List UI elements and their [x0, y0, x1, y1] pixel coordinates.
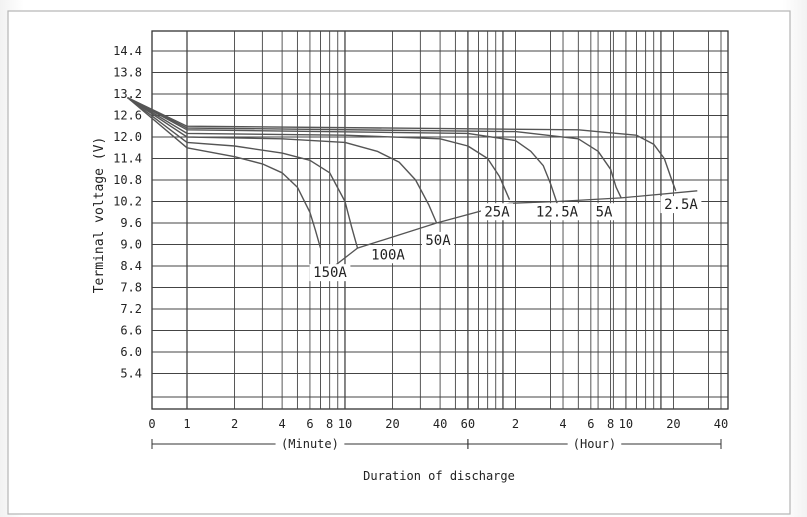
- x-tick-labels: 0 1 2 4 6 8 10 20 40 60 2 4 6 8 10 20 40: [148, 417, 728, 431]
- y-tick-label: 11.4: [113, 152, 142, 166]
- grid: [151, 30, 729, 410]
- y-tick-label: 13.2: [113, 87, 142, 101]
- y-tick-label: 6.6: [120, 324, 142, 338]
- y-tick-label: 7.8: [120, 281, 142, 295]
- x-tick-label: 1: [183, 417, 190, 431]
- x-tick-label: 40: [433, 417, 447, 431]
- annotation-bg: [480, 203, 514, 221]
- annotation-bg: [592, 203, 616, 221]
- annotation-bg: [309, 264, 351, 282]
- series-label: 50A: [425, 233, 451, 249]
- x-tick-label: 60: [461, 417, 475, 431]
- x-tick-label: 10: [619, 417, 633, 431]
- series-line: [127, 96, 677, 192]
- annotation-bg: [532, 203, 582, 221]
- series-line: [127, 97, 359, 249]
- x-tick-label: 0: [148, 417, 155, 431]
- series-line: [127, 96, 558, 204]
- x-tick-label: 6: [587, 417, 594, 431]
- series-line: [127, 96, 622, 199]
- series-line: [127, 97, 322, 249]
- y-tick-label: 12.6: [113, 109, 142, 123]
- series-label: 100A: [371, 247, 405, 263]
- x-tick-label: 4: [559, 417, 566, 431]
- y-tick-labels: 14.4 13.8 13.2 12.6 12.0 11.4 10.8 10.2 9.6 9.0 8.…: [113, 44, 142, 381]
- x-tick-label: 8: [607, 417, 614, 431]
- x-tick-label: 20: [666, 417, 680, 431]
- series-label: 25A: [484, 204, 510, 220]
- bracket-label: (Minute): [281, 437, 339, 451]
- x-tick-label: 10: [338, 417, 352, 431]
- annotation-bg: [367, 246, 409, 264]
- y-tick-label: 10.2: [113, 195, 142, 209]
- y-tick-label: 14.4: [113, 44, 142, 58]
- y-tick-label: 9.6: [120, 216, 142, 230]
- y-tick-label: 5.4: [120, 367, 142, 381]
- series-curves: [127, 96, 698, 278]
- series-label: 12.5A: [536, 204, 579, 220]
- x-tick-label: 2: [512, 417, 519, 431]
- series-label: 2.5A: [664, 197, 698, 213]
- y-tick-label: 8.4: [120, 259, 142, 273]
- x-tick-label: 6: [306, 417, 313, 431]
- bracket-label: (Hour): [573, 437, 616, 451]
- series-line: [127, 97, 438, 224]
- x-tick-label: 2: [231, 417, 238, 431]
- x-tick-label: 20: [385, 417, 399, 431]
- series-label: 5A: [596, 204, 613, 220]
- y-tick-label: 6.0: [120, 345, 142, 359]
- bracket-label-bg: [567, 436, 622, 452]
- x-tick-label: 4: [278, 417, 285, 431]
- x-tick-label: 8: [326, 417, 333, 431]
- y-tick-label: 10.8: [113, 173, 142, 187]
- y-tick-label: 13.8: [113, 66, 142, 80]
- bracket-label-bg: [275, 436, 345, 452]
- x-axis-title: Duration of discharge: [363, 469, 515, 483]
- y-tick-label: 9.0: [120, 238, 142, 252]
- duration-brackets: (Minute) (Hour): [151, 436, 722, 452]
- series-line: [127, 97, 511, 200]
- y-axis-title: Terminal voltage (V): [92, 137, 107, 294]
- annotation-bg: [421, 231, 455, 249]
- x-tick-label: 40: [714, 417, 728, 431]
- annotation-bg: [660, 196, 702, 214]
- series-annotations: 150A 100A 50A 25A 12.5A 5A 2.5A: [309, 196, 702, 282]
- series-label: 150A: [313, 265, 347, 281]
- y-tick-label: 7.2: [120, 302, 142, 316]
- y-tick-label: 12.0: [113, 130, 142, 144]
